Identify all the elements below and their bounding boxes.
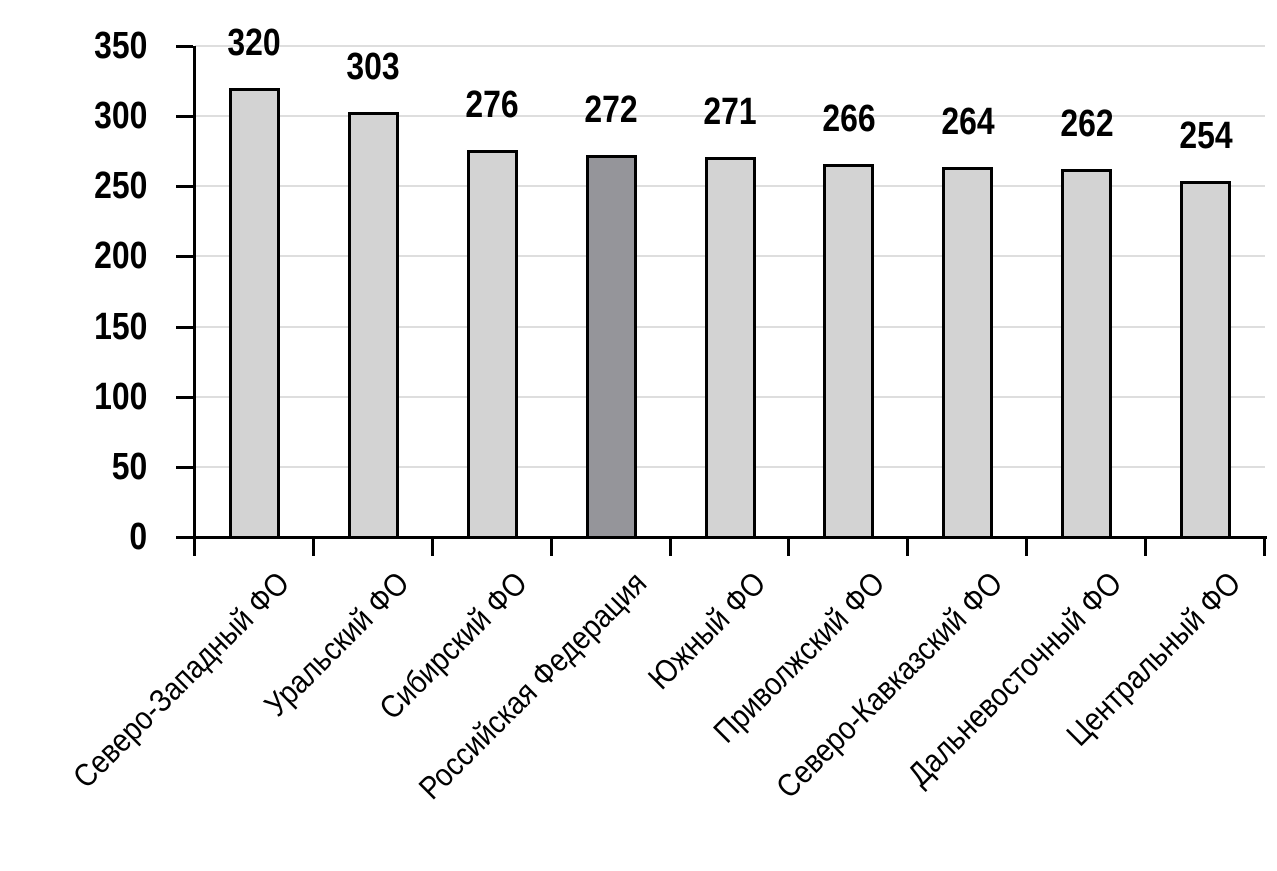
y-tick-label: 300 bbox=[93, 95, 147, 138]
bar-value-label: 262 bbox=[1060, 103, 1114, 146]
y-axis-tick bbox=[176, 395, 193, 399]
bar-value-label: 320 bbox=[227, 22, 282, 65]
bar-7 bbox=[942, 166, 994, 539]
y-axis-tick bbox=[176, 115, 193, 119]
x-axis-tick bbox=[1263, 537, 1266, 556]
y-tick-label: 50 bbox=[111, 445, 147, 488]
x-axis-label-text: Южный ФО bbox=[640, 564, 773, 697]
x-axis-tick bbox=[549, 537, 553, 556]
bar-value-label: 264 bbox=[941, 100, 995, 143]
y-tick-label: 100 bbox=[93, 375, 147, 418]
x-axis-label: Северо-Западный ФО bbox=[40, 564, 297, 821]
bar-value-label: 272 bbox=[584, 89, 638, 132]
bar-2 bbox=[347, 111, 399, 539]
x-axis-label-text: Российская Федерация bbox=[411, 564, 654, 807]
gridline bbox=[195, 45, 1265, 47]
y-tick-label: 150 bbox=[93, 305, 147, 348]
bar-value-label: 303 bbox=[346, 45, 400, 88]
x-axis-label: Дальневосточный ФО bbox=[875, 564, 1129, 819]
y-axis-tick bbox=[176, 45, 193, 48]
bar-value-label: 271 bbox=[703, 90, 757, 133]
x-axis-tick bbox=[430, 537, 434, 556]
bar-value-label: 266 bbox=[822, 97, 876, 140]
bar-4 bbox=[585, 155, 637, 539]
bar-9 bbox=[1180, 180, 1232, 539]
x-axis-label-text: Северо-Кавказский ФО bbox=[769, 564, 1010, 805]
y-axis-tick bbox=[176, 255, 193, 259]
y-tick-label: 250 bbox=[93, 165, 147, 208]
x-axis-label-text: Северо-Западный ФО bbox=[66, 564, 297, 795]
y-axis-tick bbox=[176, 465, 193, 469]
bar-value-label: 276 bbox=[465, 83, 519, 126]
y-axis-tick bbox=[176, 325, 193, 329]
x-axis-tick bbox=[668, 537, 672, 556]
y-tick-label: 200 bbox=[93, 235, 147, 278]
bar-8 bbox=[1061, 169, 1113, 539]
y-axis-tick bbox=[176, 536, 193, 539]
gridline bbox=[195, 115, 1265, 118]
bar-3 bbox=[466, 149, 518, 539]
y-axis-line bbox=[193, 46, 196, 537]
x-axis-tick bbox=[311, 537, 315, 556]
x-axis-tick bbox=[193, 537, 196, 556]
y-tick-label: 350 bbox=[93, 25, 147, 67]
x-axis-tick bbox=[787, 537, 791, 556]
x-axis-label-text: Дальневосточный ФО bbox=[900, 564, 1129, 793]
x-axis-tick bbox=[1144, 537, 1148, 556]
x-axis-tick bbox=[906, 537, 910, 556]
bar-5 bbox=[704, 156, 756, 539]
x-axis-tick bbox=[1025, 537, 1029, 556]
y-tick-label: 0 bbox=[129, 516, 147, 558]
x-axis-line bbox=[193, 536, 1267, 539]
bar-6 bbox=[823, 163, 875, 539]
y-axis-tick bbox=[176, 185, 193, 189]
bar-1 bbox=[228, 88, 280, 539]
bar-value-label: 254 bbox=[1178, 114, 1233, 157]
